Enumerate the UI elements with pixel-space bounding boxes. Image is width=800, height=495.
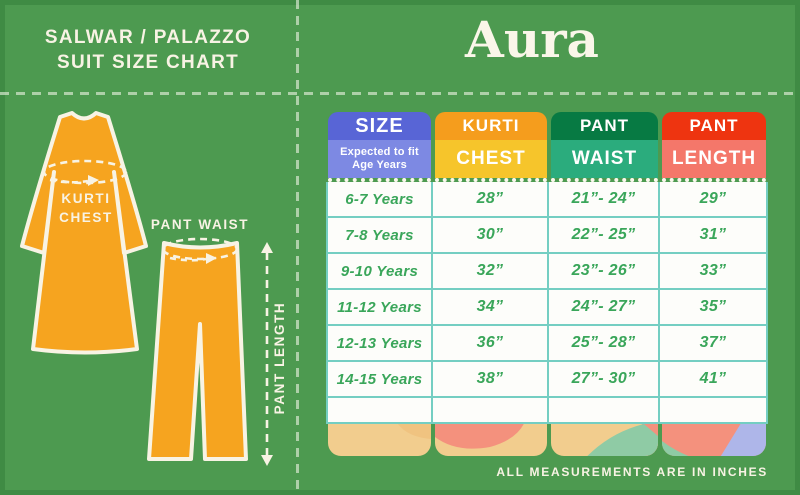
table-header-row: SIZE Expected to fit Age Years KURTI CHE… (326, 112, 768, 182)
kurti-chest-label-line1: KURTI (61, 191, 110, 206)
size-chart-table: SIZE Expected to fit Age Years KURTI CHE… (326, 112, 768, 479)
footer-deco-art-4 (662, 424, 766, 456)
measurements-footnote: ALL MEASUREMENTS ARE IN INCHES (496, 465, 768, 479)
cell-pant-length: 41” (660, 362, 768, 398)
cell-age: 6-7 Years (326, 182, 433, 218)
table-row: 12-13 Years 36” 25”- 28” 37” (326, 326, 768, 362)
dashed-divider-horizontal (0, 92, 800, 95)
cell-age: 12-13 Years (326, 326, 433, 362)
table-row: 11-12 Years 34” 24”- 27” 35” (326, 290, 768, 326)
cell-pant-waist: 25”- 28” (549, 326, 660, 362)
header-pant-length-line2: LENGTH (662, 140, 766, 178)
dashed-divider-vertical (296, 0, 299, 495)
table-row: 9-10 Years 32” 23”- 26” 33” (326, 254, 768, 290)
cell-pant-length: 29” (660, 182, 768, 218)
header-pant-length: PANT LENGTH (662, 112, 766, 182)
pant-waist-label: PANT WAIST (151, 217, 249, 232)
cell-age: 9-10 Years (326, 254, 433, 290)
cell-pant-length: 37” (660, 326, 768, 362)
page-title: SALWAR / PALAZZO SUIT SIZE CHART (0, 25, 296, 75)
table-row: 14-15 Years 38” 27”- 30” 41” (326, 362, 768, 398)
cell-kurti-chest: 28” (433, 182, 549, 218)
header-pant-waist-line2: WAIST (551, 140, 658, 178)
cell-age: 7-8 Years (326, 218, 433, 254)
table-row: 6-7 Years 28” 21”- 24” 29” (326, 182, 768, 218)
cell-kurti-chest: 30” (433, 218, 549, 254)
cell-age: 14-15 Years (326, 362, 433, 398)
cell-pant-length: 35” (660, 290, 768, 326)
header-size-title: SIZE (328, 112, 431, 140)
kurti-chest-arrow (49, 178, 89, 184)
header-size: SIZE Expected to fit Age Years (328, 112, 431, 182)
footer-deco-art-1 (328, 424, 431, 456)
cell-pant-waist: 23”- 26” (549, 254, 660, 290)
header-kurti-chest: KURTI CHEST (435, 112, 547, 182)
footer-deco-block-2 (435, 424, 547, 456)
cell-kurti-chest: 36” (433, 326, 549, 362)
footer-deco-art-2 (435, 424, 547, 456)
cell-kurti-chest: 38” (433, 362, 549, 398)
table-row: 7-8 Years 30” 22”- 25” 31” (326, 218, 768, 254)
table-row-empty (326, 398, 768, 424)
kurti-chest-measure-ellipse (42, 159, 128, 185)
cell-kurti-chest: 32” (433, 254, 549, 290)
footer-deco-block-1 (328, 424, 431, 456)
table-footer-decoration (326, 424, 768, 456)
cell-kurti-chest: 34” (433, 290, 549, 326)
kurti-chest-arrowhead (88, 175, 99, 186)
cell-pant-waist: 27”- 30” (549, 362, 660, 398)
header-pant-waist: PANT WAIST (551, 112, 658, 182)
cell-empty (326, 398, 433, 424)
pant-length-label: PANT LENGTH (272, 302, 287, 415)
cell-age: 11-12 Years (326, 290, 433, 326)
footer-deco-block-3 (551, 424, 658, 456)
cell-pant-length: 31” (660, 218, 768, 254)
kurti-illustration (20, 111, 148, 355)
footer-deco-art-3 (551, 424, 658, 456)
header-kurti-line1: KURTI (435, 112, 547, 140)
header-pant-length-line1: PANT (662, 112, 766, 140)
cell-pant-waist: 21”- 24” (549, 182, 660, 218)
footer-deco-block-4 (662, 424, 766, 456)
cell-empty (433, 398, 549, 424)
pant-length-arrowhead-bottom (261, 455, 273, 466)
cell-pant-waist: 22”- 25” (549, 218, 660, 254)
cell-pant-length: 33” (660, 254, 768, 290)
header-pant-waist-line1: PANT (551, 112, 658, 140)
table-body: 6-7 Years 28” 21”- 24” 29” 7-8 Years 30”… (326, 182, 768, 424)
title-line1: SALWAR / PALAZZO (44, 27, 252, 48)
cell-empty (549, 398, 660, 424)
cell-empty (660, 398, 768, 424)
brand-logo: Aura (465, 10, 599, 69)
header-size-subtitle: Expected to fit Age Years (328, 140, 431, 178)
pants-illustration (147, 241, 248, 461)
pant-waist-arrow (169, 256, 207, 262)
pant-waist-measure-ellipse (161, 237, 239, 261)
pant-waist-arrowhead (206, 253, 217, 264)
garment-diagram: KURTI CHEST PANT WAIST PANT LENGTH (20, 111, 287, 466)
title-line2: SUIT SIZE CHART (56, 52, 240, 74)
header-kurti-line2: CHEST (435, 140, 547, 178)
kurti-chest-label-line2: CHEST (59, 210, 113, 225)
pant-length-arrowhead-top (261, 242, 273, 253)
cell-pant-waist: 24”- 27” (549, 290, 660, 326)
